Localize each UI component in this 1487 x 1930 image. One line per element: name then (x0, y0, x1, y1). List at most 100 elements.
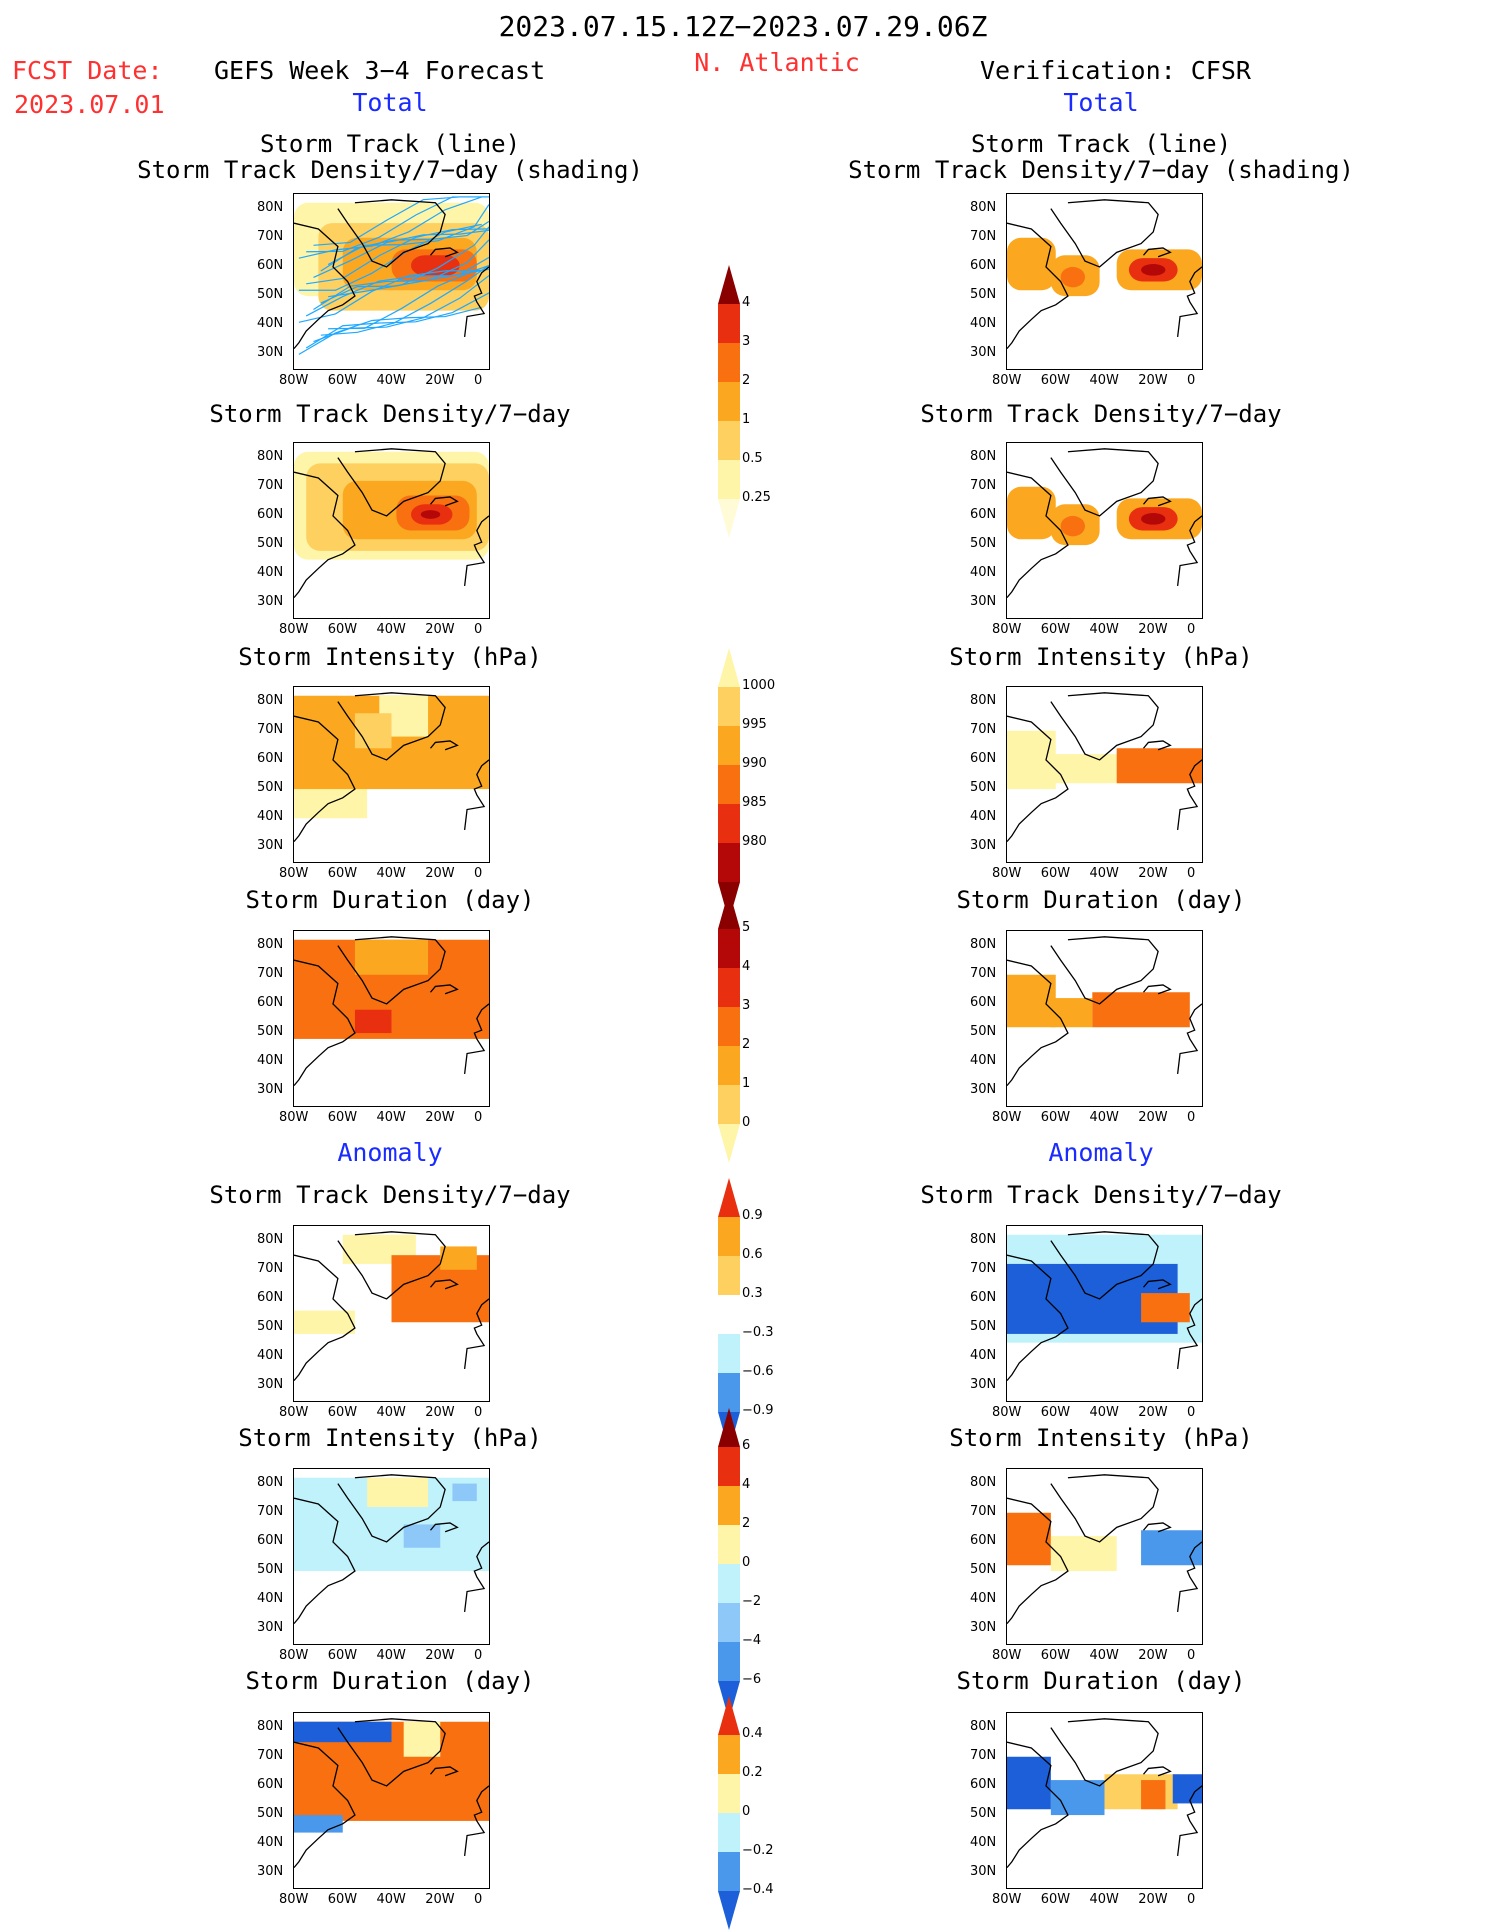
lat-tick-label: 80N (970, 1474, 997, 1490)
map-svg (1007, 199, 1202, 350)
map-panel-gefs-anomaly-13 (293, 1712, 490, 1889)
lat-tick-label: 50N (257, 1806, 284, 1822)
colorbar-tick-label: 0.6 (742, 1247, 763, 1262)
colorbar-tick-label: 995 (742, 717, 767, 732)
lon-tick-label: 80W (992, 1405, 1022, 1420)
north-america-coastline (294, 471, 356, 599)
lon-tick-label: 80W (279, 1405, 309, 1420)
colorbar-total-duration (718, 890, 748, 1163)
lat-tick-label: 80N (257, 448, 284, 464)
lat-tick-label: 40N (970, 809, 997, 825)
lon-tick-label: 80W (279, 1892, 309, 1907)
lat-tick-label: 70N (257, 1747, 284, 1763)
greenland-coastline (337, 1718, 446, 1787)
colorbar-tick-label: 0.25 (742, 490, 771, 505)
colorbar-swatch (718, 726, 740, 765)
lon-tick-label: 20W (425, 622, 455, 637)
storm-track-line-14 (320, 220, 489, 272)
title-density-left: Storm Track Density/7−day (209, 400, 571, 428)
iceland-coastline (1143, 1522, 1172, 1533)
colorbar-swatch (718, 968, 740, 1007)
north-america-coastline (1007, 959, 1069, 1087)
title-track-line-left: Storm Track (line) (259, 130, 521, 158)
colorbar-anom-intensity (718, 1408, 748, 1720)
greenland-coastline (337, 448, 446, 517)
heat-region-1 (1007, 974, 1056, 1028)
colorbar-swatch (718, 382, 740, 421)
lat-tick-label: 30N (257, 838, 284, 854)
greenland-coastline (1050, 199, 1159, 268)
colorbar-swatch (718, 804, 740, 843)
fcst-date-label: FCST Date: (12, 56, 163, 85)
map-svg (294, 1718, 489, 1869)
colorbar-swatch (718, 1408, 740, 1447)
north-america-coastline (1007, 1497, 1069, 1625)
colorbar-swatch (718, 1124, 740, 1163)
iceland-coastline (1143, 496, 1172, 507)
storm-track-line-2 (305, 292, 489, 349)
lat-tick-label: 30N (970, 1620, 997, 1636)
north-america-coastline (1007, 1741, 1069, 1869)
title-anom-intensity-right: Storm Intensity (hPa) (949, 1424, 1253, 1452)
europe-coastline (1176, 1785, 1202, 1856)
north-america-coastline (1007, 715, 1069, 843)
heat-region-1 (1007, 730, 1056, 790)
heat-region-2 (367, 1477, 429, 1507)
lon-tick-label: 0 (474, 1892, 483, 1907)
lon-tick-label: 60W (327, 1110, 358, 1125)
storm-track-line-6 (298, 269, 482, 323)
lon-tick-label: 0 (1187, 1648, 1196, 1663)
lon-tick-label: 80W (992, 866, 1022, 881)
title-anom-density-left: Storm Track Density/7−day (209, 1181, 571, 1209)
colorbar-tick-label: −4 (742, 1633, 762, 1648)
title-track-line-right: Storm Track (line) (970, 130, 1232, 158)
iceland-coastline (1143, 984, 1172, 995)
greenland-coastline (337, 936, 446, 1005)
lon-tick-label: 0 (474, 866, 483, 881)
title-track-shading-right: Storm Track Density/7−day (shading) (848, 156, 1354, 184)
lon-tick-label: 40W (1089, 1892, 1119, 1907)
heat-region-5 (1172, 1774, 1202, 1804)
map-panel-gefs-total-5 (293, 686, 490, 863)
total-label-left: Total (352, 88, 428, 117)
colorbar-tick-label: 985 (742, 795, 767, 810)
lat-tick-label: 40N (970, 1591, 997, 1607)
map-svg (1007, 692, 1202, 843)
colorbar-tick-label: 2 (742, 1516, 751, 1531)
lat-tick-label: 70N (257, 721, 284, 737)
lon-tick-label: 80W (279, 1648, 309, 1663)
colorbar-swatch (718, 1486, 740, 1525)
lon-tick-label: 40W (376, 866, 406, 881)
greenland-coastline (337, 1231, 446, 1300)
lon-tick-label: 0 (474, 622, 483, 637)
storm-track-line-15 (327, 204, 489, 266)
lon-tick-label: 60W (1040, 1648, 1071, 1663)
colorbar-tick-label: 0 (742, 1555, 751, 1570)
colorbar-swatch (718, 265, 740, 304)
map-svg (1007, 1718, 1202, 1869)
colorbar-tick-label: −2 (742, 1594, 762, 1609)
lon-tick-label: 80W (992, 373, 1022, 388)
lon-tick-label: 40W (1089, 866, 1119, 881)
colorbar-swatch (718, 1447, 740, 1486)
lat-tick-label: 70N (257, 228, 284, 244)
colorbar-tick-label: 0.2 (742, 1765, 763, 1780)
map-svg (294, 936, 489, 1087)
storm-track-line-4 (320, 264, 489, 336)
title-track-shading-left: Storm Track Density/7−day (shading) (137, 156, 643, 184)
storm-track-line-8 (313, 256, 489, 311)
lat-tick-label: 40N (257, 1053, 284, 1069)
lon-tick-label: 20W (1138, 622, 1168, 637)
colorbar-swatch (718, 460, 740, 499)
lat-tick-label: 50N (970, 536, 997, 552)
heat-region-3 (1116, 748, 1202, 784)
lat-tick-label: 80N (970, 1231, 997, 1247)
greenland-coastline (337, 692, 446, 761)
colorbar-swatch (718, 1813, 740, 1852)
europe-coastline (463, 759, 489, 830)
lat-tick-label: 40N (257, 809, 284, 825)
colorbar-swatch (718, 1046, 740, 1085)
lon-tick-label: 80W (992, 622, 1022, 637)
lat-tick-label: 80N (257, 692, 284, 708)
iceland-coastline (1143, 1766, 1172, 1777)
